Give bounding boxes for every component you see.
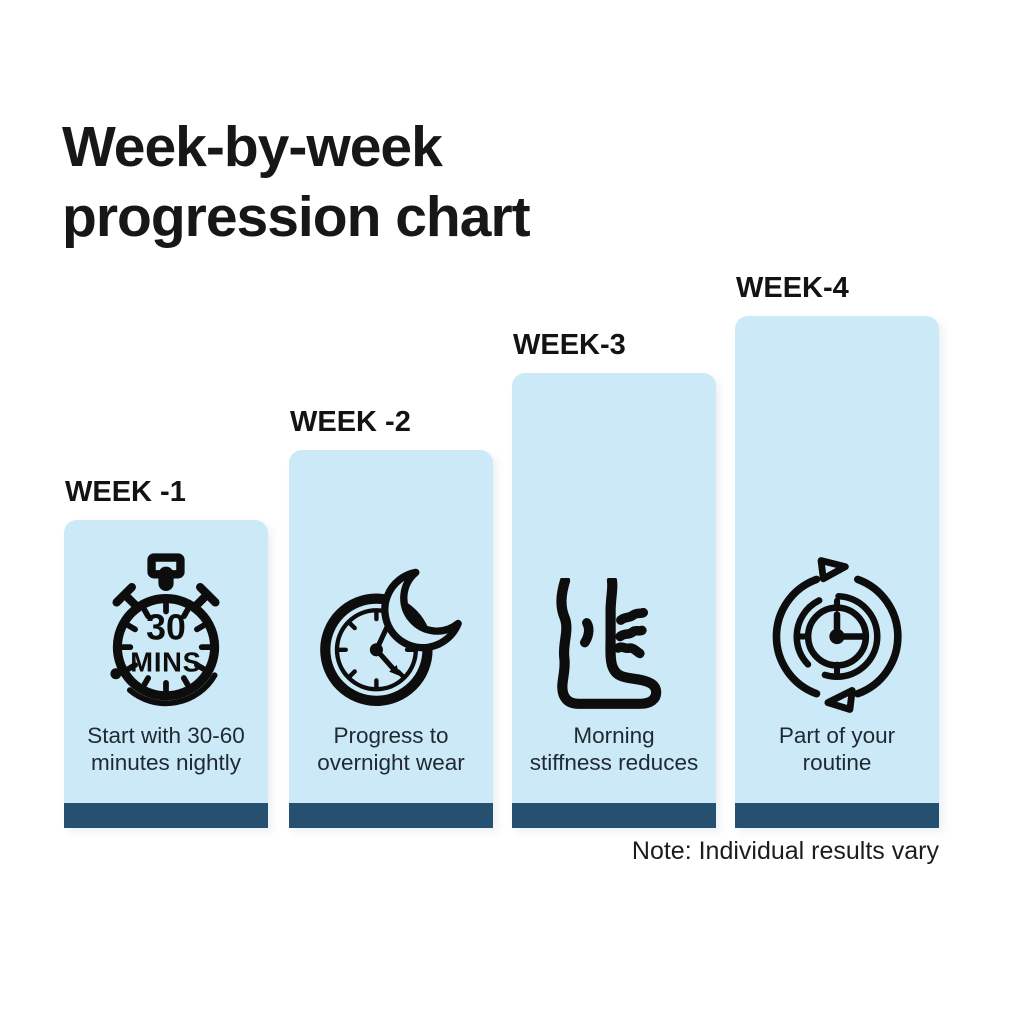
stopwatch-text-30: 30 [146, 608, 186, 648]
week1-bar: 30 MINS Start with 30-60 minutes nightly [64, 520, 268, 828]
week4-bar-base [735, 803, 939, 828]
week1-caption-line1: Start with 30-60 [87, 723, 245, 748]
week4-caption: Part of your routine [779, 723, 895, 776]
week3-caption-line2: stiffness reduces [529, 749, 699, 775]
routine-cycle-clock-icon [761, 556, 913, 714]
week2-label: WEEK -2 [290, 406, 411, 438]
week2-caption: Progress to overnight wear [317, 723, 465, 776]
stopwatch-text-mins: MINS [130, 646, 201, 677]
week4-caption-line2: routine [802, 749, 872, 775]
page-title: Week-by-week progression chart [62, 112, 531, 252]
week3-column: WEEK-3 Morning stiffness reduces [512, 329, 716, 828]
week3-caption-line1: Morning [573, 723, 655, 748]
week1-label: WEEK -1 [65, 476, 186, 508]
week3-bar: Morning stiffness reduces [512, 373, 716, 828]
week1-bar-base [64, 803, 268, 828]
clock-moon-icon [315, 568, 467, 714]
week2-caption-line2: overnight wear [317, 749, 465, 775]
week4-label: WEEK-4 [736, 272, 849, 304]
week1-caption-line2: minutes nightly [90, 749, 242, 775]
week2-caption-line1: Progress to [333, 723, 449, 748]
disclaimer-note: Note: Individual results vary [631, 837, 939, 865]
week2-bar-base [289, 803, 493, 828]
week4-caption-line1: Part of your [778, 723, 896, 748]
week2-column: WEEK -2 [289, 406, 493, 828]
week3-bar-base [512, 803, 716, 828]
leg-stiffness-icon [546, 578, 682, 714]
week2-bar: Progress to overnight wear [289, 450, 493, 828]
week1-column: WEEK -1 [64, 476, 268, 828]
week1-caption: Start with 30-60 minutes nightly [87, 723, 245, 776]
week3-label: WEEK-3 [513, 329, 626, 361]
week4-column: WEEK-4 [735, 272, 939, 828]
week3-caption: Morning stiffness reduces [530, 723, 698, 776]
page-title-line1: Week-by-week [62, 115, 443, 179]
week4-bar: Part of your routine [735, 316, 939, 828]
stopwatch-30-mins-icon: 30 MINS [90, 553, 242, 714]
page-title-line2: progression chart [62, 185, 531, 249]
